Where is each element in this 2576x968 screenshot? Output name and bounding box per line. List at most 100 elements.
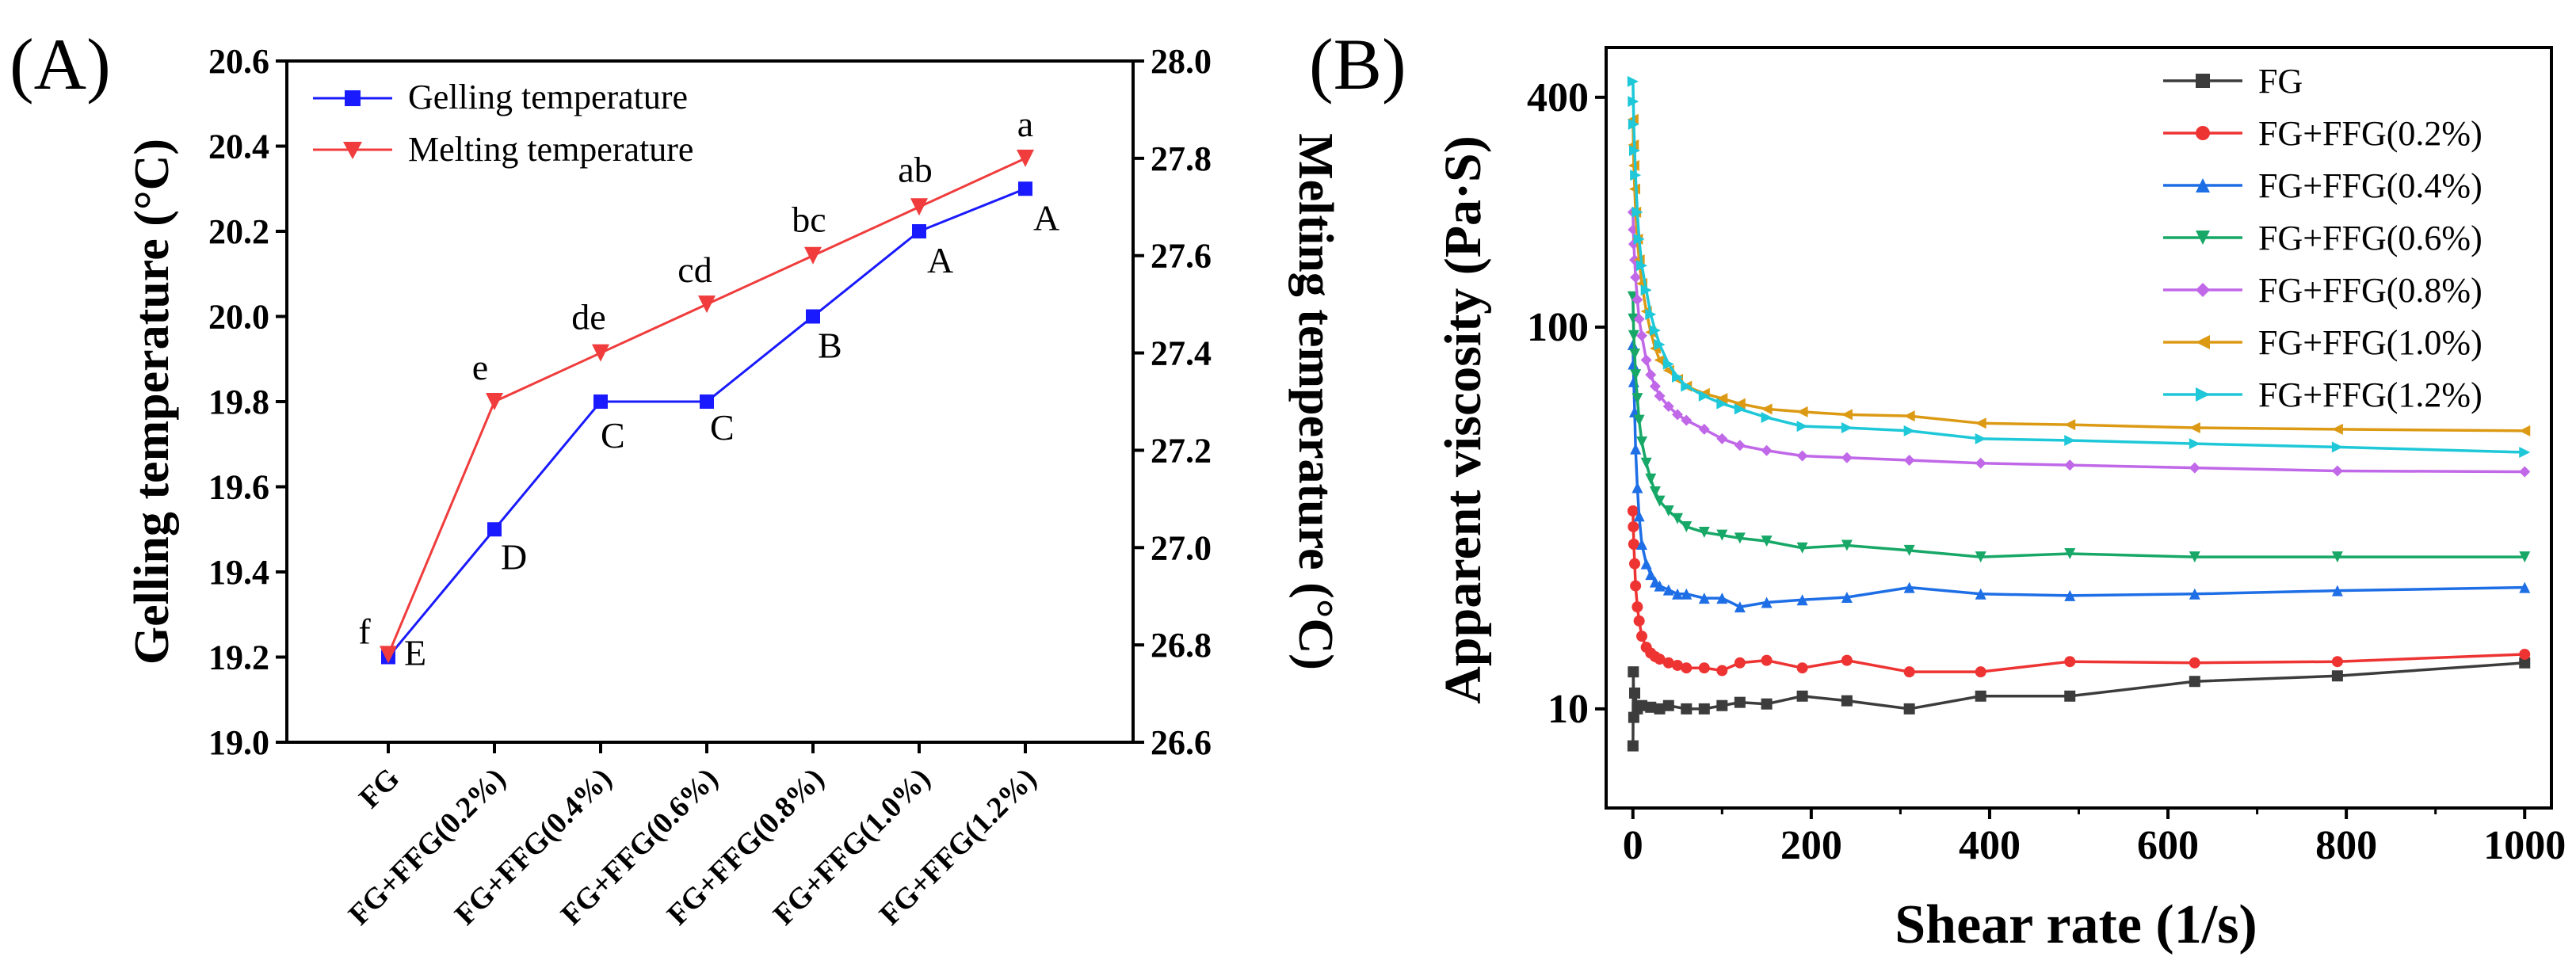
data-point: [1672, 659, 1684, 671]
series-line: [1631, 661, 2525, 746]
data-point: [593, 394, 608, 409]
data-point: [1636, 699, 1648, 711]
data-point: [1681, 588, 1693, 600]
data-point: [2331, 585, 2343, 596]
data-point: [2064, 589, 2076, 601]
y-tick-label-right: 27.4: [1151, 334, 1212, 373]
legend-marker: [2196, 283, 2210, 297]
legend-label: FG+FFG(0.6%): [2258, 219, 2483, 257]
data-point: [1734, 440, 1746, 452]
data-point: [1761, 444, 1773, 456]
data-point: [1681, 414, 1693, 426]
data-point: [1672, 371, 1684, 383]
significance-label: C: [601, 415, 625, 455]
data-point: [1796, 690, 1808, 702]
data-point: [1633, 233, 1645, 245]
legend-label: FG+FFG(1.0%): [2258, 323, 2483, 362]
data-point: [2519, 446, 2531, 458]
data-point: [1796, 421, 1808, 433]
data-point: [806, 309, 820, 324]
data-point: [1645, 369, 1657, 381]
data-point: [1681, 520, 1693, 532]
data-point: [2331, 551, 2343, 563]
data-point: [1630, 369, 1642, 381]
data-point: [2519, 466, 2531, 478]
data-point: [1841, 452, 1853, 463]
data-point: [1672, 588, 1684, 600]
data-point: [2189, 462, 2200, 474]
legend-marker: [2196, 126, 2210, 140]
data-point: [1627, 740, 1639, 752]
data-point: [1628, 118, 1639, 130]
data-point: [380, 646, 397, 664]
data-point: [1903, 455, 1915, 467]
data-point: [1640, 354, 1652, 366]
y-tick-label: 400: [1527, 75, 1589, 120]
data-point: [2189, 551, 2200, 563]
panel-b-axes: 0 200 400 600 800 1000 10 100 400: [1527, 75, 2566, 868]
data-point: [1636, 260, 1648, 272]
data-point: [2064, 690, 2076, 702]
data-point: [912, 224, 926, 238]
panel-a-legend: Gelling temperature Melting temperature: [313, 78, 693, 169]
data-point: [2064, 434, 2076, 446]
data-point: [1645, 701, 1657, 713]
data-point: [1640, 558, 1652, 570]
data-point: [2519, 581, 2531, 593]
y-tick-label-left: 20.2: [208, 212, 269, 251]
data-point: [910, 198, 928, 216]
data-point: [1631, 294, 1643, 306]
data-point: [1645, 569, 1657, 581]
y-tick-label-right: 27.0: [1151, 528, 1212, 567]
data-point: [1629, 558, 1641, 570]
data-point: [1903, 544, 1915, 556]
data-point: [1975, 417, 1986, 429]
data-point: [2331, 441, 2343, 453]
data-point: [1662, 358, 1674, 370]
data-point: [1761, 403, 1773, 415]
data-point: [1628, 666, 1639, 678]
data-point: [1654, 703, 1666, 715]
data-point: [1716, 593, 1728, 604]
y-tick-label-left: 19.6: [208, 468, 269, 507]
data-point: [1631, 206, 1643, 218]
data-point: [1698, 423, 1710, 435]
data-point: [1630, 443, 1642, 455]
data-point: [1645, 308, 1657, 320]
data-point: [1633, 414, 1645, 426]
data-point: [1975, 588, 1986, 600]
data-point: [1975, 551, 1986, 563]
data-point: [1716, 398, 1728, 410]
data-point: [2519, 648, 2531, 660]
data-point: [1649, 380, 1661, 392]
y-tick-label-right: 26.6: [1151, 723, 1212, 762]
legend-marker: [2196, 335, 2210, 349]
legend-label: FG+FFG(0.4%): [2258, 166, 2483, 205]
y-tick-label-right: 27.2: [1151, 431, 1212, 470]
data-point: [1681, 662, 1693, 674]
data-point: [1698, 527, 1710, 539]
legend-marker-gelling: [345, 90, 361, 106]
data-point: [1698, 662, 1710, 674]
data-point: [698, 295, 716, 314]
y-tick-label-right: 27.8: [1151, 139, 1212, 178]
data-point: [1716, 665, 1728, 676]
data-point: [1649, 325, 1661, 337]
data-point: [1654, 354, 1666, 366]
y-tick-label-right: 26.8: [1151, 626, 1212, 665]
data-point: [1903, 666, 1915, 678]
data-point: [1761, 698, 1773, 710]
data-point: [1631, 482, 1643, 494]
data-point: [1698, 390, 1710, 402]
data-point: [2519, 551, 2531, 563]
panel-a-ylabel-right: Melting temperature (°C): [1288, 133, 1342, 670]
y-tick-label: 10: [1548, 687, 1589, 732]
data-point: [2064, 656, 2076, 668]
data-point: [1734, 403, 1746, 415]
data-point: [1841, 409, 1853, 421]
y-tick-label-left: 19.2: [208, 638, 269, 677]
data-point: [700, 394, 714, 409]
data-point: [1662, 584, 1674, 596]
legend-marker-melting: [343, 142, 362, 159]
